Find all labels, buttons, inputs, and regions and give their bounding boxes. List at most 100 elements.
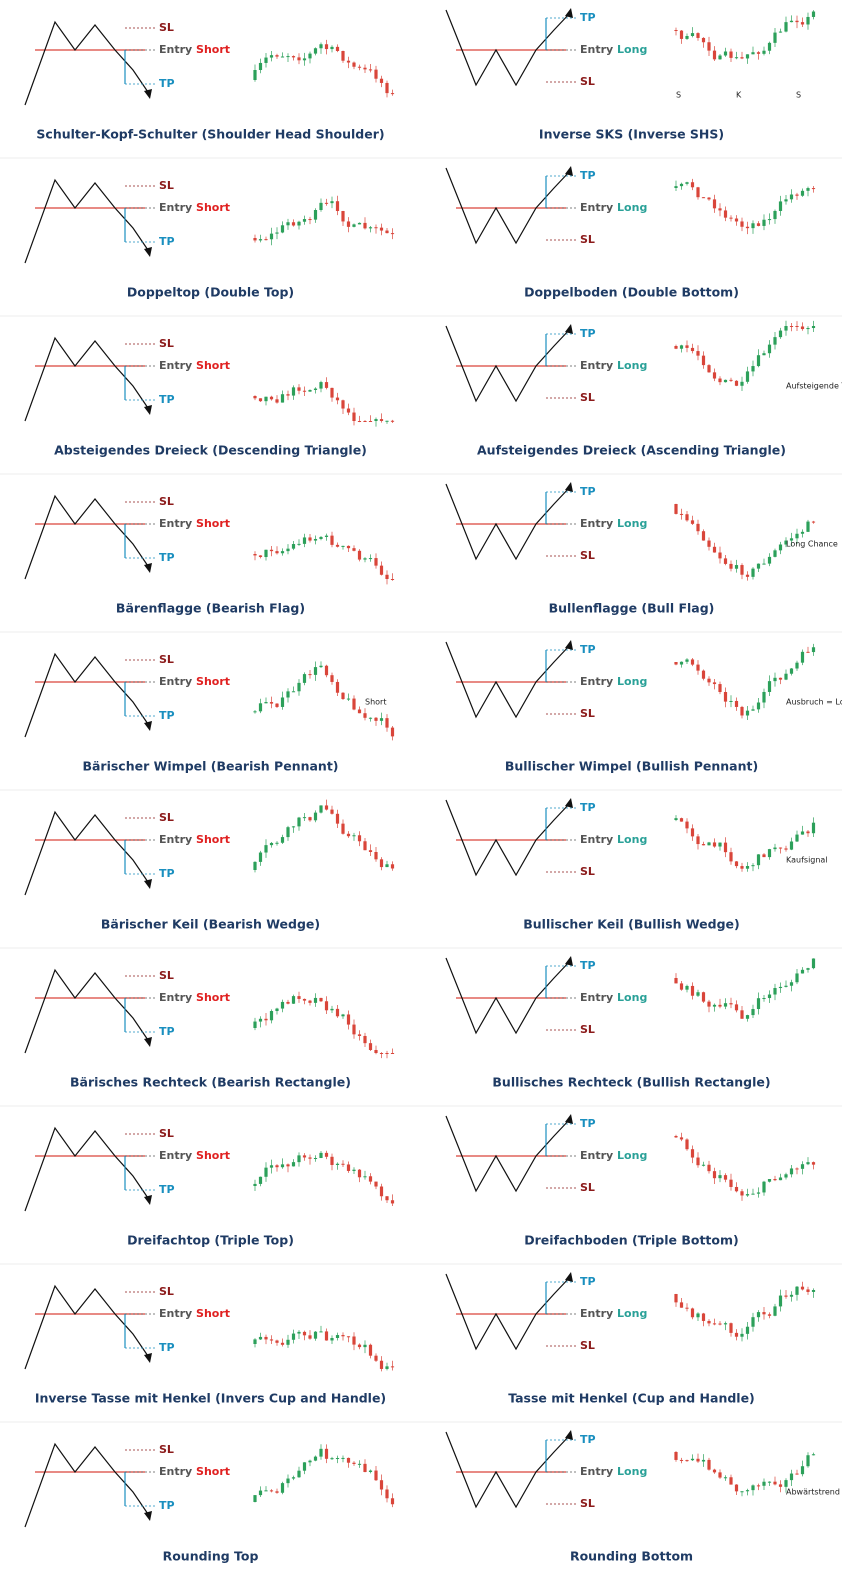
candle-body: [357, 550, 362, 560]
candle-body: [811, 822, 816, 834]
candle-body: [275, 1165, 279, 1168]
candle-body: [679, 661, 684, 665]
entry-word: Entry: [580, 833, 613, 846]
pattern-title: Bärisches Rechteck (Bearish Rectangle): [70, 1075, 351, 1090]
candle-body: [690, 33, 695, 37]
tp-label: TP: [159, 709, 175, 722]
candle-body: [718, 1323, 722, 1325]
candle-body: [723, 558, 728, 564]
candle-body: [690, 182, 695, 188]
pattern-title: Inverse SKS (Inverse SHS): [539, 127, 724, 142]
candle-body: [286, 1478, 290, 1484]
candle-body: [308, 1460, 312, 1463]
candle-body: [679, 345, 684, 349]
candle-body: [811, 188, 816, 190]
candle-body: [275, 1340, 279, 1343]
candle-body: [379, 78, 384, 83]
candle-body: [297, 221, 301, 226]
candle-body: [280, 56, 285, 58]
tp-label: TP: [159, 235, 175, 248]
arrow-head: [565, 1114, 573, 1124]
candle-body: [674, 978, 678, 984]
candle-body: [330, 1458, 334, 1460]
candle-body: [357, 66, 362, 68]
candle-body: [363, 421, 367, 422]
candle-body: [324, 202, 329, 204]
candle-body: [751, 366, 755, 372]
candle-body: [701, 37, 706, 43]
side-word: Long: [617, 359, 647, 372]
candle-body: [374, 1470, 378, 1481]
candle-body: [712, 372, 717, 379]
candle-body: [789, 326, 794, 327]
candle-body: [773, 210, 777, 220]
candle-body: [291, 1333, 296, 1340]
candle-body: [335, 397, 340, 401]
candle-body: [253, 711, 257, 713]
pattern-title: Doppeltop (Double Top): [127, 285, 294, 300]
candle-body: [773, 1306, 777, 1316]
candle-body: [811, 958, 816, 969]
pattern-line: [445, 1115, 572, 1193]
entry-label: Entry Short: [159, 1465, 230, 1478]
tp-label: TP: [580, 1433, 596, 1446]
candle-body: [806, 831, 810, 834]
candle-body: [280, 551, 285, 554]
annotation: Aufsteigende Trendlinie: [786, 382, 842, 391]
side-word: Short: [196, 1465, 230, 1478]
candle-body: [773, 550, 777, 557]
candle-body: [756, 702, 761, 710]
candle-body: [308, 389, 312, 392]
candle-body: [313, 667, 318, 675]
candle-body: [324, 1001, 329, 1011]
candle-body: [352, 1336, 356, 1345]
candle-body: [795, 973, 799, 983]
side-word: Long: [617, 833, 647, 846]
arrow-head: [565, 1272, 573, 1282]
candle-body: [789, 1294, 794, 1297]
candle-body: [379, 565, 384, 575]
arrow-head: [144, 89, 152, 99]
candle-body: [740, 1191, 744, 1196]
candle-body: [690, 347, 695, 352]
candle-body: [253, 1495, 257, 1502]
candle-body: [390, 1498, 395, 1505]
candle-body: [756, 854, 761, 866]
panel: SL TP Entry Long Tasse mit Henkel (Cup and …: [421, 1263, 842, 1406]
candle-body: [368, 1344, 373, 1356]
candle-body: [729, 51, 733, 58]
candle-body: [286, 548, 290, 552]
arrow-head: [565, 166, 573, 176]
tp-label: TP: [159, 1499, 175, 1512]
candle-body: [712, 842, 717, 847]
candle-body: [690, 659, 695, 665]
candle-body: [734, 565, 739, 569]
entry-label: Entry Short: [159, 517, 230, 530]
sl-label: SL: [580, 1497, 595, 1510]
candle-body: [789, 194, 794, 200]
entry-label: Entry Long: [580, 201, 647, 214]
candle-body: [341, 1457, 345, 1459]
candle-body: [363, 558, 367, 560]
candle-body: [319, 202, 323, 211]
candle-body: [740, 866, 744, 869]
candle-body: [745, 1490, 750, 1492]
candle-body: [346, 698, 351, 700]
candle-body: [679, 1302, 684, 1308]
annotation: S: [796, 91, 801, 100]
arrow-head: [565, 798, 573, 808]
entry-label: Entry Short: [159, 359, 230, 372]
candle-body: [685, 182, 689, 184]
candle-body: [707, 842, 711, 846]
panel: SL TP Entry Long Dreifachboden (Triple Bott…: [421, 1105, 842, 1248]
candle-body: [291, 826, 296, 828]
tp-label: TP: [580, 801, 596, 814]
candle-body: [302, 390, 307, 392]
candle-body: [357, 1034, 362, 1036]
pattern-line: [445, 167, 572, 245]
candle-body: [734, 380, 739, 386]
candle-body: [286, 1339, 290, 1345]
candle-body: [302, 58, 307, 61]
pattern-title: Bullenflagge (Bull Flag): [549, 601, 715, 616]
candle-body: [696, 1313, 700, 1318]
